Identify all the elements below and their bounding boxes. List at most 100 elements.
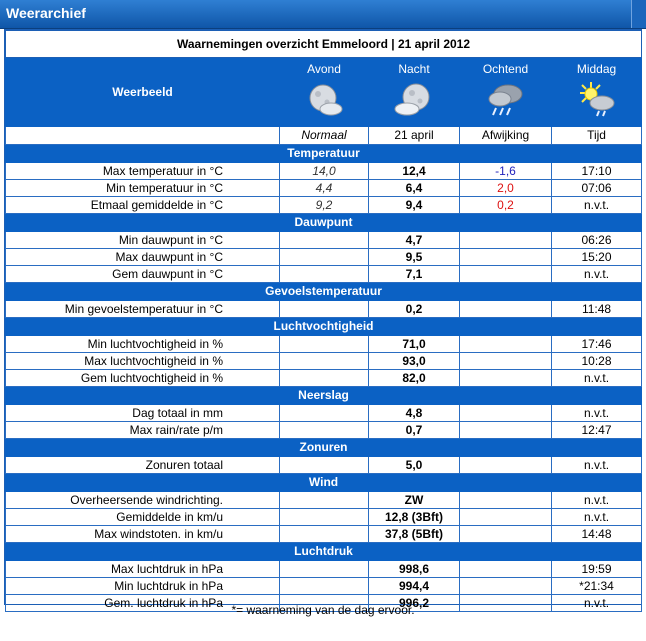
row-day-value: 998,6: [368, 560, 460, 578]
row-normal-value: [279, 231, 369, 249]
section-header: Wind: [4, 473, 643, 492]
row-normal-value: [279, 456, 369, 474]
subheader-tijd: Tijd: [550, 126, 643, 145]
row-label: Overheersende windrichting.: [5, 491, 280, 509]
row-label: Max luchtdruk in hPa: [5, 560, 280, 578]
table-row: Gemiddelde in km/u 12,8 (3Bft) n.v.t.: [5, 508, 643, 526]
col-middag: Middag: [550, 57, 643, 127]
row-time: n.v.t.: [550, 594, 643, 612]
row-label: Max dauwpunt in °C: [5, 248, 280, 266]
row-time: 06:26: [550, 231, 643, 249]
row-deviation: [459, 491, 552, 509]
row-deviation: -1,6: [459, 162, 552, 180]
table-row: Gem dauwpunt in °C 7,1 n.v.t.: [5, 265, 643, 283]
section-title: Wind: [4, 473, 643, 492]
table-row: Max dauwpunt in °C 9,5 15:20: [5, 248, 643, 266]
row-day-value: 4,8: [368, 404, 460, 422]
col-avond: Avond: [279, 57, 369, 127]
subheader-date: 21 april: [368, 126, 460, 145]
row-label: Dag totaal in mm: [5, 404, 280, 422]
weerbeeld-label: Weerbeeld: [5, 57, 280, 127]
row-day-value: 82,0: [368, 369, 460, 387]
row-day-value: 4,7: [368, 231, 460, 249]
footnote: *= waarneming van de dag ervoor.: [231, 603, 415, 617]
row-label: Gem dauwpunt in °C: [5, 265, 280, 283]
row-time: 19:59: [550, 560, 643, 578]
row-deviation: [459, 508, 552, 526]
subheader-normaal: Normaal: [279, 126, 369, 145]
col-nacht: Nacht: [368, 57, 460, 127]
sun-cloud-icon: [579, 82, 615, 117]
section-title: Luchtvochtigheid: [4, 317, 643, 336]
row-label: Min temperatuur in °C: [5, 179, 280, 197]
row-deviation: [459, 231, 552, 249]
row-label: Gem. luchtdruk in hPa: [5, 594, 280, 612]
section-header: Luchtvochtigheid: [4, 317, 643, 336]
table-row: Min temperatuur in °C 4,4 6,4 2,0 07:06: [5, 179, 643, 197]
table-row: Min dauwpunt in °C 4,7 06:26: [5, 231, 643, 249]
row-day-value: 71,0: [368, 335, 460, 353]
col-middag-label: Middag: [576, 62, 617, 76]
table-row: Min gevoelstemperatuur in °C 0,2 11:48: [5, 300, 643, 318]
row-day-value: 0,7: [368, 421, 460, 439]
row-time: n.v.t.: [550, 404, 643, 422]
table-row: Min luchtdruk in hPa 994,4 *21:34: [5, 577, 643, 595]
row-label: Etmaal gemiddelde in °C: [5, 196, 280, 214]
row-day-value: 6,4: [368, 179, 460, 197]
row-normal-value: [279, 265, 369, 283]
col-ochtend-label: Ochtend: [482, 62, 529, 76]
table-row: Max luchtdruk in hPa 998,6 19:59: [5, 560, 643, 578]
section-title: Gevoelstemperatuur: [4, 282, 643, 301]
section-title: Neerslag: [4, 386, 643, 405]
row-deviation: [459, 577, 552, 595]
row-day-value: 9,4: [368, 196, 460, 214]
table-row: Overheersende windrichting. ZW n.v.t.: [5, 491, 643, 509]
row-deviation: [459, 560, 552, 578]
row-label: Zonuren totaal: [5, 456, 280, 474]
row-day-value: 994,4: [368, 577, 460, 595]
row-label: Max rain/rate p/m: [5, 421, 280, 439]
row-day-value: 0,2: [368, 300, 460, 318]
section-title: Temperatuur: [4, 144, 643, 163]
row-normal-value: [279, 352, 369, 370]
titlebar-corner: [631, 0, 646, 28]
section-header: Dauwpunt: [4, 213, 643, 232]
row-time: n.v.t.: [550, 508, 643, 526]
row-time: 11:48: [550, 300, 643, 318]
row-deviation: [459, 335, 552, 353]
row-day-value: 9,5: [368, 248, 460, 266]
row-time: 10:28: [550, 352, 643, 370]
section-header: Neerslag: [4, 386, 643, 405]
row-deviation: [459, 525, 552, 543]
weather-archive-panel: Waarnemingen overzicht Emmeloord | 21 ap…: [4, 29, 643, 612]
window-title: Weerarchief: [6, 5, 86, 21]
row-normal-value: [279, 248, 369, 266]
row-normal-value: [279, 421, 369, 439]
section-title: Luchtdruk: [4, 542, 643, 561]
row-normal-value: [279, 508, 369, 526]
section-header: Zonuren: [4, 438, 643, 457]
row-deviation: 2,0: [459, 179, 552, 197]
section-header: Luchtdruk: [4, 542, 643, 561]
row-time: 15:20: [550, 248, 643, 266]
row-deviation: [459, 265, 552, 283]
row-time: n.v.t.: [550, 456, 643, 474]
row-normal-value: 14,0: [279, 162, 369, 180]
row-normal-value: 4,4: [279, 179, 369, 197]
row-time: n.v.t.: [550, 369, 643, 387]
row-deviation: 0,2: [459, 196, 552, 214]
col-ochtend: Ochtend: [459, 57, 552, 127]
row-normal-value: 9,2: [279, 196, 369, 214]
row-day-value: 5,0: [368, 456, 460, 474]
row-label: Gem luchtvochtigheid in %: [5, 369, 280, 387]
column-header-row: Weerbeeld Avond Nacht: [5, 57, 643, 127]
row-time: n.v.t.: [550, 196, 643, 214]
row-time: 14:48: [550, 525, 643, 543]
row-day-value: 996,2: [368, 594, 460, 612]
section-title: Dauwpunt: [4, 213, 643, 232]
row-normal-value: [279, 335, 369, 353]
row-normal-value: [279, 577, 369, 595]
table-row: Gem. luchtdruk in hPa 996,2 n.v.t.: [5, 594, 643, 612]
moon-cloud-icon: [309, 84, 343, 116]
table-row: Max temperatuur in °C 14,0 12,4 -1,6 17:10: [5, 162, 643, 180]
